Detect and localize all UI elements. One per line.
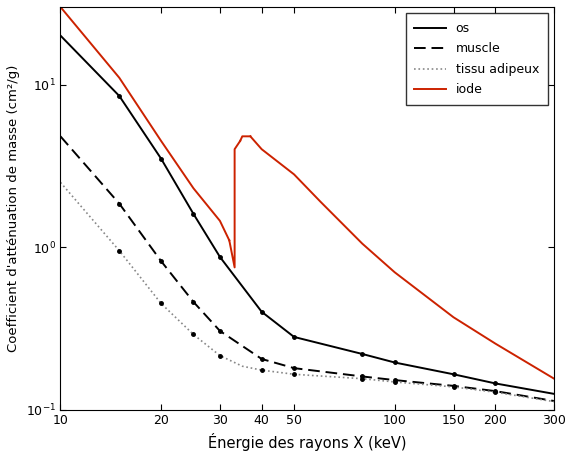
- os: [217, 254, 223, 260]
- iode: [391, 269, 398, 275]
- muscle: [116, 201, 123, 207]
- iode: [317, 199, 324, 205]
- os: [492, 381, 499, 386]
- iode: [291, 172, 297, 177]
- Line: muscle: muscle: [61, 136, 554, 401]
- muscle: [258, 356, 265, 362]
- iode: [258, 147, 265, 152]
- os: [391, 360, 398, 365]
- tissu adipeux: [291, 371, 297, 377]
- Y-axis label: Coefficient d'atténuation de masse (cm²/g): Coefficient d'atténuation de masse (cm²/…: [7, 65, 20, 352]
- tissu adipeux: [359, 376, 366, 382]
- iode: [247, 134, 254, 139]
- muscle: [57, 134, 64, 139]
- Line: tissu adipeux: tissu adipeux: [61, 182, 554, 402]
- muscle: [450, 383, 457, 389]
- os: [57, 33, 64, 38]
- Line: iode: iode: [250, 136, 554, 379]
- Line: os: os: [61, 36, 554, 394]
- tissu adipeux: [551, 399, 558, 404]
- iode: [492, 341, 499, 346]
- os: [190, 211, 197, 217]
- muscle: [359, 374, 366, 379]
- tissu adipeux: [57, 180, 64, 185]
- tissu adipeux: [158, 301, 164, 306]
- os: [258, 309, 265, 315]
- tissu adipeux: [116, 248, 123, 253]
- iode: [551, 376, 558, 382]
- os: [551, 391, 558, 397]
- tissu adipeux: [492, 389, 499, 395]
- muscle: [217, 328, 223, 334]
- os: [158, 156, 164, 161]
- tissu adipeux: [391, 379, 398, 385]
- muscle: [291, 365, 297, 371]
- muscle: [391, 377, 398, 383]
- os: [116, 93, 123, 99]
- os: [291, 334, 297, 340]
- tissu adipeux: [217, 353, 223, 358]
- tissu adipeux: [450, 384, 457, 390]
- tissu adipeux: [258, 367, 265, 373]
- os: [359, 351, 366, 357]
- muscle: [492, 388, 499, 394]
- X-axis label: Énergie des rayons X (keV): Énergie des rayons X (keV): [208, 433, 406, 451]
- muscle: [190, 299, 197, 305]
- tissu adipeux: [239, 364, 246, 369]
- muscle: [158, 258, 164, 264]
- tissu adipeux: [190, 332, 197, 337]
- iode: [359, 241, 366, 246]
- os: [450, 371, 457, 377]
- muscle: [551, 398, 558, 404]
- Legend: os, muscle, tissu adipeux, iode: os, muscle, tissu adipeux, iode: [406, 13, 548, 105]
- iode: [450, 315, 457, 320]
